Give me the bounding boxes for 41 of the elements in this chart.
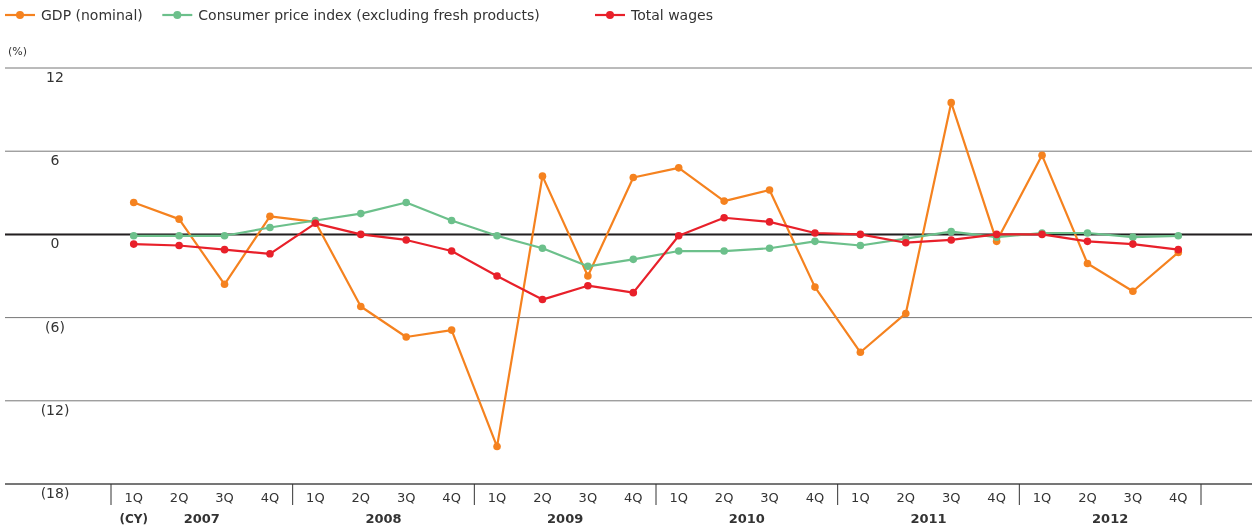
x-tick-label: 3Q xyxy=(215,490,234,505)
y-tick-label: 0 xyxy=(50,235,60,252)
x-tick-label: 1Q xyxy=(306,490,325,505)
x-tick-label: 4Q xyxy=(260,490,280,505)
x-tick-label: 4Q xyxy=(442,490,461,505)
y-tick-label: (18) xyxy=(40,485,70,501)
text: 2010 xyxy=(728,511,765,526)
x-tick-label: 1Q xyxy=(669,490,688,505)
legend-label: Consumer price index (excluding fresh products) xyxy=(198,7,540,23)
y-tick-label: 12 xyxy=(46,69,64,85)
x-tick-label: 2Q xyxy=(896,490,916,505)
x-tick-label: 3Q xyxy=(578,490,598,505)
x-tick-label: 2Q xyxy=(1078,490,1097,505)
x-tick-label: 2Q xyxy=(533,490,552,505)
x-tick-label: 1Q xyxy=(487,490,507,505)
text: 2011 xyxy=(910,511,947,526)
legend-label: GDP (nominal) xyxy=(41,7,143,23)
text: 2008 xyxy=(365,511,402,526)
x-tick-label: 2Q xyxy=(351,490,371,505)
y-axis-title: (%) xyxy=(8,45,28,58)
x-tick-label: 2Q xyxy=(169,490,189,505)
text: 2012 xyxy=(1092,511,1129,526)
x-tick-label: 3Q xyxy=(396,490,416,505)
y-tick-label: (12) xyxy=(40,401,70,418)
x-tick-label: 3Q xyxy=(1123,490,1143,505)
x-tick-label: 4Q xyxy=(1169,490,1188,505)
text: (CY) xyxy=(119,512,148,526)
text: 2009 xyxy=(547,511,584,526)
x-tick-label: 4Q xyxy=(987,490,1006,505)
x-tick-label: 3Q xyxy=(760,490,779,505)
x-tick-label: 1Q xyxy=(124,490,143,505)
text: 2007 xyxy=(183,511,220,526)
x-tick-label: 4Q xyxy=(624,490,643,505)
x-tick-label: 1Q xyxy=(1032,490,1052,505)
legend-label: Total wages xyxy=(630,7,713,23)
y-tick-label: 6 xyxy=(50,152,60,169)
x-tick-label: 2Q xyxy=(714,490,734,505)
y-tick-label: (6) xyxy=(45,318,65,335)
x-tick-label: 1Q xyxy=(851,490,870,505)
x-tick-label: 4Q xyxy=(805,490,825,505)
x-tick-label: 3Q xyxy=(941,490,961,505)
